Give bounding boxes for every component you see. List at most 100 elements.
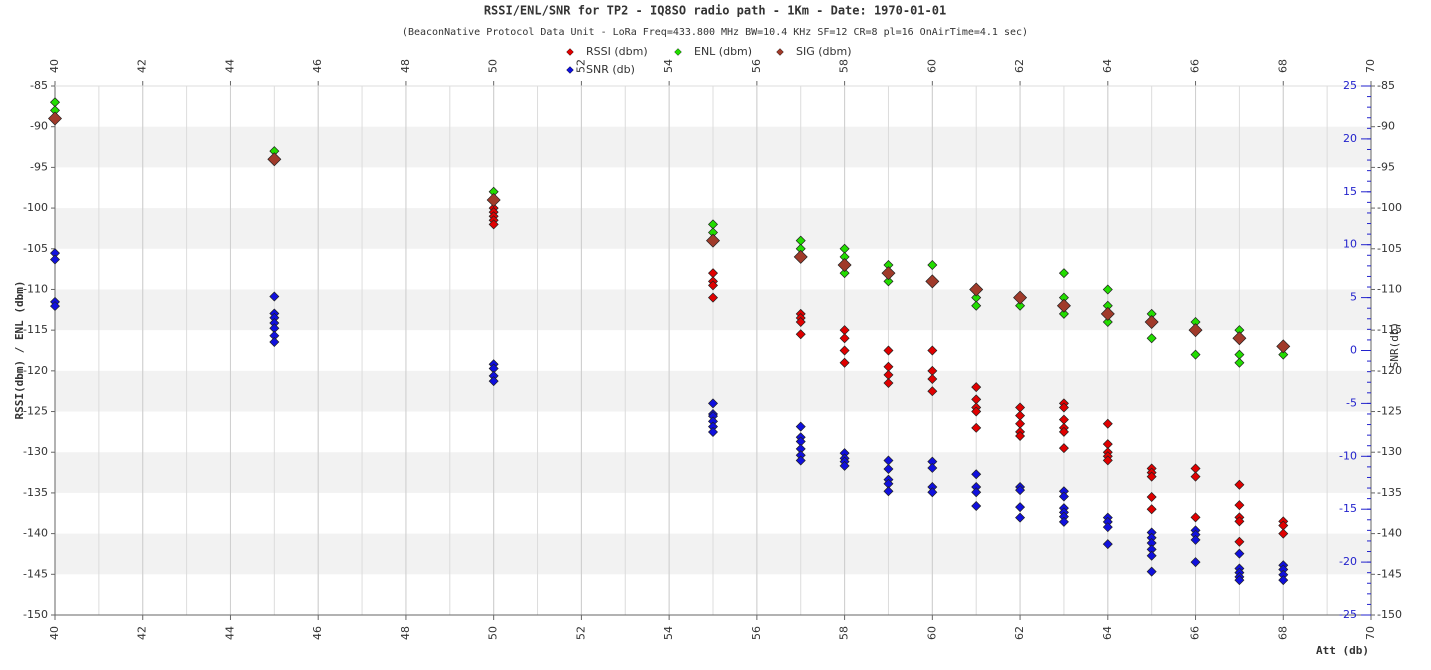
legend-marker (674, 48, 682, 56)
point (1015, 430, 1026, 441)
point (883, 378, 894, 389)
x-tick-label: 56 (750, 626, 763, 640)
y2-tick-label: 20 (1343, 132, 1357, 145)
x-tick-label: 70 (1364, 626, 1377, 640)
x-tick-label: 50 (487, 59, 500, 73)
y-tick-label: -125 (1377, 405, 1402, 418)
point (1102, 284, 1113, 295)
y2-tick-label: -25 (1339, 608, 1357, 621)
point (1102, 539, 1113, 550)
x-tick-label: 52 (574, 59, 587, 73)
x-tick-label: 40 (48, 59, 61, 73)
y-tick-label: -120 (23, 364, 48, 377)
point (971, 422, 982, 433)
point (1102, 317, 1113, 328)
x-tick-label: 42 (136, 626, 149, 640)
point (488, 219, 499, 230)
point (267, 152, 282, 167)
point (1234, 516, 1245, 527)
point (1056, 298, 1071, 313)
y-tick-label: -125 (23, 405, 48, 418)
point (1278, 528, 1289, 539)
y2-tick-label: -10 (1339, 449, 1357, 462)
point (971, 501, 982, 512)
point (1190, 512, 1201, 523)
point (1278, 575, 1289, 586)
x-tick-label: 44 (223, 626, 236, 640)
point (1190, 534, 1201, 545)
point (1013, 290, 1028, 305)
point (708, 280, 718, 291)
point (883, 345, 894, 356)
point (795, 317, 806, 328)
y-tick-label: -95 (1377, 160, 1395, 173)
point (839, 268, 850, 279)
legend-label: ENL (dbm) (694, 45, 752, 58)
point (795, 455, 806, 466)
x-tick-label: 52 (574, 626, 587, 640)
x-tick-label: 56 (750, 59, 763, 73)
point (971, 406, 982, 417)
point (971, 487, 982, 498)
point (1058, 491, 1069, 502)
y-tick-label: -140 (1377, 527, 1402, 540)
x-tick-label: 62 (1013, 626, 1026, 640)
y-tick-label: -100 (23, 201, 48, 214)
y2-tick-label: 15 (1343, 185, 1357, 198)
y-tick-label: -130 (23, 445, 48, 458)
y2-tick-label: -15 (1339, 502, 1357, 515)
point (1146, 333, 1157, 344)
point (708, 398, 718, 409)
point (1234, 548, 1245, 559)
y2-tick-label: -5 (1346, 396, 1357, 409)
point (1058, 268, 1069, 279)
point (1015, 502, 1026, 513)
point (971, 382, 982, 393)
x-tick-label: 48 (399, 626, 412, 640)
x-tick-label: 58 (838, 59, 851, 73)
x-tick-label: 60 (925, 626, 938, 640)
point (927, 487, 938, 498)
y2-tick-label: -20 (1339, 555, 1357, 568)
y-tick-label: -105 (23, 242, 48, 255)
y-tick-label: -110 (23, 282, 48, 295)
x-tick-label: 68 (1276, 626, 1289, 640)
y-tick-label: -95 (30, 160, 48, 173)
point (1015, 300, 1026, 311)
point (1058, 402, 1069, 413)
point (927, 345, 938, 356)
y-tick-label: -110 (1377, 282, 1402, 295)
y-tick-label: -145 (23, 567, 48, 580)
point (1190, 557, 1201, 568)
legend-marker (776, 48, 784, 56)
legend-label: SNR (db) (586, 63, 635, 76)
plot-background (54, 86, 1372, 615)
point (1234, 500, 1245, 511)
y-tick-label: -130 (1377, 445, 1402, 458)
point (793, 249, 808, 264)
chart-title: RSSI/ENL/SNR for TP2 - IQ8SO radio path … (484, 4, 946, 18)
point (1190, 349, 1201, 360)
x-axis-label: Att (db) (1316, 644, 1369, 657)
x-tick-label: 44 (223, 59, 236, 73)
point (1234, 575, 1245, 586)
y-tick-label: -90 (30, 120, 48, 133)
point (971, 300, 982, 311)
legend-label: SIG (dbm) (796, 45, 852, 58)
point (1146, 566, 1157, 577)
point (883, 464, 894, 474)
point (927, 260, 938, 271)
x-tick-label: 70 (1364, 59, 1377, 73)
x-tick-label: 46 (311, 59, 324, 73)
y-tick-label: -105 (1377, 242, 1402, 255)
x-tick-label: 66 (1189, 59, 1202, 73)
y2-axis-label: SNR(db) (1388, 322, 1401, 368)
y-tick-label: -150 (1377, 608, 1402, 621)
legend-marker (566, 48, 574, 56)
x-tick-label: 40 (48, 626, 61, 640)
point (1234, 479, 1245, 490)
y-tick-label: -120 (1377, 364, 1402, 377)
point (1015, 485, 1026, 496)
point (795, 329, 806, 340)
